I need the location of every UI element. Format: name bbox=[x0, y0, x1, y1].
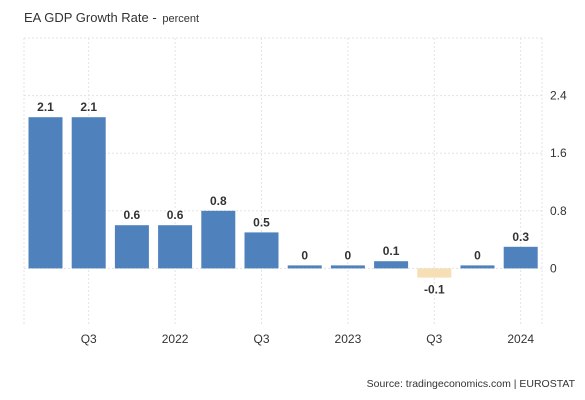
bar bbox=[417, 268, 452, 278]
data-label: 0 bbox=[301, 248, 308, 262]
data-label: 0.6 bbox=[124, 208, 141, 222]
y-tick-label: 1.6 bbox=[550, 146, 567, 160]
y-tick-label: 0.8 bbox=[550, 204, 567, 218]
data-label: 0.3 bbox=[512, 230, 529, 244]
bars bbox=[28, 117, 538, 278]
y-tick-label: 2.4 bbox=[550, 89, 567, 103]
x-tick-label: 2022 bbox=[162, 332, 189, 346]
data-label: 0.8 bbox=[210, 194, 227, 208]
x-axis: Q3 2022 Q3 2023 Q3 2024 bbox=[81, 332, 535, 346]
subtitle-unit: percent bbox=[162, 13, 200, 25]
source-credit: Source: tradingeconomics.com | EUROSTAT bbox=[366, 378, 575, 390]
y-tick-label: 0 bbox=[550, 261, 557, 275]
y-axis: 0 0.8 1.6 2.4 bbox=[550, 89, 567, 276]
bar bbox=[28, 117, 63, 269]
data-label: 0.5 bbox=[253, 215, 270, 229]
bar bbox=[460, 265, 495, 269]
bar bbox=[374, 261, 409, 269]
data-label: -0.1 bbox=[424, 283, 445, 297]
data-label: 0 bbox=[474, 248, 481, 262]
x-tick-label: 2024 bbox=[507, 332, 534, 346]
data-label: 0.1 bbox=[383, 244, 400, 258]
bar bbox=[287, 265, 322, 269]
data-label: 2.1 bbox=[37, 100, 54, 114]
x-tick-label: Q3 bbox=[81, 332, 97, 346]
title-text: EA GDP Growth Rate bbox=[24, 10, 149, 25]
bar bbox=[114, 225, 149, 269]
data-label: 0.6 bbox=[167, 208, 184, 222]
bar bbox=[201, 210, 236, 269]
x-tick-label: Q3 bbox=[253, 332, 269, 346]
x-tick-label: 2023 bbox=[335, 332, 362, 346]
bar bbox=[330, 265, 365, 269]
bar bbox=[503, 246, 538, 269]
data-labels: 2.1 2.1 0.6 0.6 0.8 0.5 0 0 0.1 -0.1 0 0.3 bbox=[36, 99, 531, 298]
bar bbox=[158, 225, 193, 269]
data-label: 0 bbox=[345, 248, 352, 262]
bar bbox=[244, 232, 279, 269]
x-tick-label: Q3 bbox=[426, 332, 442, 346]
data-label: 2.1 bbox=[80, 100, 97, 114]
chart-title: EA GDP Growth Rate - percent bbox=[24, 10, 200, 25]
bar bbox=[71, 117, 106, 269]
